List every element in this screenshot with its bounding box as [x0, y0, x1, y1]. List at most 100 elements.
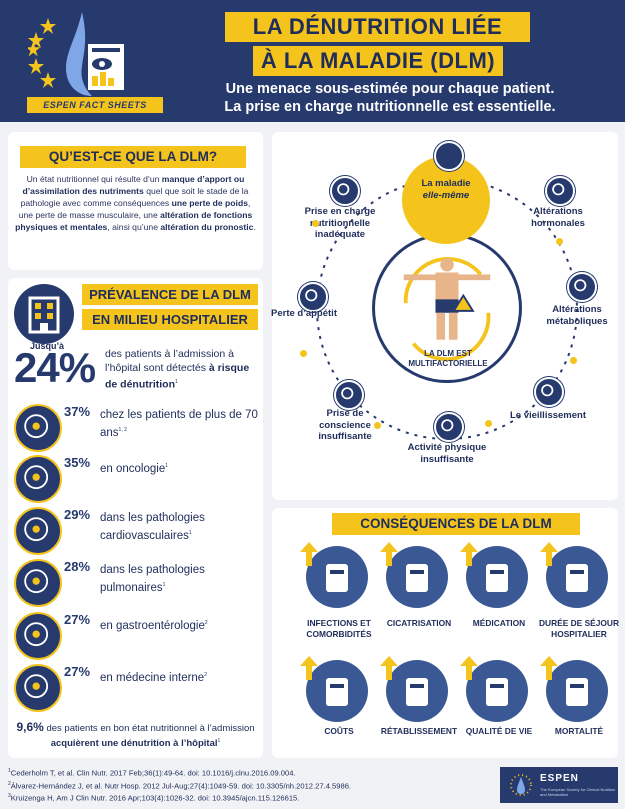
factor-label: Perte d’appétit — [271, 308, 337, 319]
pie-chart-icon — [545, 176, 575, 206]
heart-monitor-icon — [546, 660, 608, 722]
increase-arrow-icon — [460, 542, 478, 566]
question-bubble-icon — [334, 380, 364, 410]
jusqu-label: Jusqu’à — [30, 341, 65, 351]
increase-arrow-icon — [540, 542, 558, 566]
increase-arrow-icon — [540, 656, 558, 680]
stat-label: dans les pathologies pulmonaires1 — [100, 564, 205, 594]
body-icon — [14, 664, 62, 712]
stat-row: 27% en gastroentérologie2 — [14, 612, 264, 662]
subtitle-line2: La prise en charge nutritionnelle est es… — [224, 99, 556, 115]
consequence-label: COÛTS — [324, 726, 354, 736]
fact-sheets-tag: ESPEN FACT SHEETS — [27, 97, 163, 113]
hourglass-icon — [534, 377, 564, 407]
central-hub — [372, 233, 522, 383]
molecule-icon — [567, 272, 597, 302]
stat-percent: 27% — [64, 664, 91, 679]
headline-text: des patients à l’admission à l’hôpital s… — [105, 348, 250, 391]
maladie-label: La maladie elle-même — [421, 178, 471, 201]
consequences-title: CONSÉQUENCES DE LA DLM — [332, 513, 580, 535]
calendar-icon — [546, 546, 608, 608]
consequence-label: DURÉE DE SÉJOUR HOSPITALIER — [538, 618, 620, 639]
factor-label: Activité physique insuffisante — [407, 442, 487, 465]
ring-dot — [374, 422, 381, 429]
stat-row: 28% dans les pathologies pulmonaires1 — [14, 559, 264, 609]
heart-icon — [14, 507, 62, 555]
ring-dot — [570, 357, 577, 364]
increase-arrow-icon — [380, 542, 398, 566]
reference-item: 2Álvarez-Hernández J, et al. Nutr Hosp. … — [8, 780, 352, 791]
stat-label: en médecine interne2 — [100, 671, 207, 684]
reference-item: 1Cederholm T, et al. Clin Nutr. 2017 Feb… — [8, 768, 296, 778]
espen-logo-name: ESPEN — [540, 773, 579, 784]
no-food-icon — [298, 282, 328, 312]
ring-dot — [556, 238, 563, 245]
factor-label: Altérations métaboliques — [546, 304, 608, 327]
stat-label: en gastroentérologie2 — [100, 619, 208, 632]
espen-logo-subtitle: The European Society for Clinical Nutrit… — [540, 787, 616, 797]
consequence-label: RÉTABLISSEMENT — [380, 726, 458, 736]
increase-arrow-icon — [300, 542, 318, 566]
hospital-acquired-note: 9,6% des patients en bon état nutritionn… — [16, 720, 255, 750]
factor-label: Prise en charge nutritionnelle inadéquat… — [304, 206, 376, 240]
stat-row: 27% en médecine interne2 — [14, 664, 264, 714]
increase-arrow-icon — [380, 656, 398, 680]
definition-text: Un état nutritionnel qui résulte d’un ma… — [15, 174, 256, 232]
espen-footer-logo: ESPEN The European Society for Clinical … — [500, 767, 618, 803]
hospital-icon — [14, 284, 74, 344]
prevalence-title-line1: PRÉVALENCE DE LA DLM — [82, 284, 258, 305]
factor-label: Le vieillissement — [509, 410, 587, 421]
espen-drop-logo-icon — [66, 12, 124, 96]
consequence-label: MÉDICATION — [472, 618, 526, 628]
virus-icon — [434, 141, 464, 171]
stat-row: 35% en oncologie1 — [14, 455, 264, 505]
euro-tag-icon — [306, 660, 368, 722]
references: 1Cederholm T, et al. Clin Nutr. 2017 Feb… — [8, 766, 488, 804]
ring-dot — [470, 183, 477, 190]
espen-stars-logo-icon — [510, 774, 532, 796]
consequence-label: INFECTIONS ET COMORBIDITÉS — [306, 618, 372, 639]
stat-label: chez les patients de plus de 70 ans1, 2 — [100, 409, 258, 439]
injured-person-icon — [386, 660, 448, 722]
ring-dot — [300, 350, 307, 357]
factor-label: Altérations hormonales — [531, 206, 585, 229]
stat-percent: 28% — [64, 559, 91, 574]
definition-title: QU’EST-CE QUE LA DLM? — [20, 146, 246, 168]
eu-stars-icon — [28, 18, 56, 88]
stat-label: dans les pathologies cardiovasculaires1 — [100, 512, 205, 542]
consequence-label: QUALITÉ DE VIE — [465, 726, 533, 736]
intestine-icon — [14, 612, 62, 660]
running-icon — [434, 412, 464, 442]
page-subtitle: Une menace sous-estimée pour chaque pati… — [170, 80, 610, 116]
prevalence-title-line2: EN MILIEU HOSPITALIER — [82, 309, 258, 330]
lungs-icon — [14, 559, 62, 607]
ring-dot — [485, 420, 492, 427]
consequence-label: MORTALITÉ — [554, 726, 604, 736]
prevalence-title: PRÉVALENCE DE LA DLM EN MILIEU HOSPITALI… — [82, 284, 258, 334]
stat-row: 29% dans les pathologies cardiovasculaire… — [14, 507, 264, 557]
increase-arrow-icon — [460, 656, 478, 680]
stat-label: en oncologie1 — [100, 462, 169, 475]
factor-label: Prise de conscience insuffisante — [318, 408, 372, 442]
elderly-person-icon — [14, 404, 62, 452]
stat-row: 37% chez les patients de plus de 70 ans1,… — [14, 404, 264, 454]
reference-item: 3Kruizenga H, Am J Clin Nutr. 2016 Apr;1… — [8, 793, 300, 803]
stat-percent: 27% — [64, 612, 91, 627]
consequence-label: CICATRISATION — [386, 618, 452, 628]
stat-percent: 29% — [64, 507, 91, 522]
bandaged-hand-icon — [386, 546, 448, 608]
stat-percent: 37% — [64, 404, 91, 419]
thermometer-icon — [306, 546, 368, 608]
cancer-ribbon-icon — [14, 455, 62, 503]
stat-percent: 35% — [64, 455, 91, 470]
increase-arrow-icon — [300, 656, 318, 680]
plate-icon — [330, 176, 360, 206]
gauge-icon — [466, 660, 528, 722]
headline-percent: 24% — [14, 344, 96, 391]
page-title-line2: À LA MALADIE (DLM) — [253, 46, 503, 76]
hub-label: LA DLM EST MULTIFACTORIELLE — [408, 349, 488, 368]
medication-icon — [466, 546, 528, 608]
page-title-line1: LA DÉNUTRITION LIÉE — [225, 12, 530, 42]
subtitle-line1: Une menace sous-estimée pour chaque pati… — [225, 81, 555, 97]
header-banner: ESPEN FACT SHEETS LA DÉNUTRITION LIÉE À … — [0, 0, 625, 122]
